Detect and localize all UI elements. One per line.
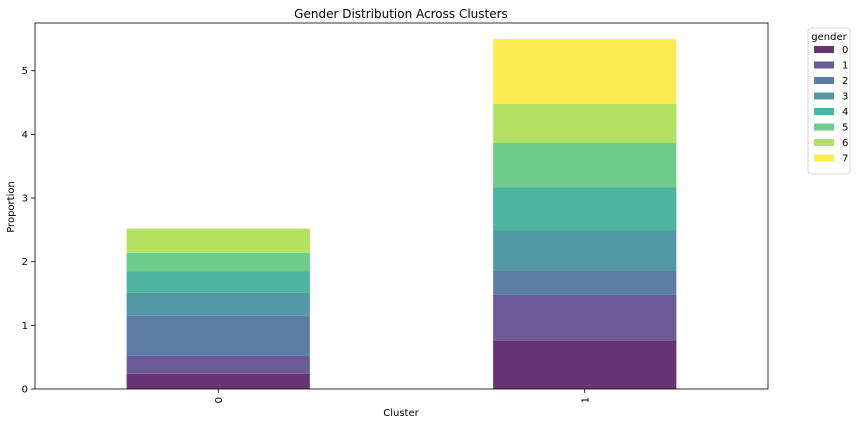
y-tick-label: 4 — [22, 130, 28, 141]
legend-label-3: 3 — [842, 92, 848, 103]
bars-layer — [126, 38, 677, 389]
legend-label-4: 4 — [842, 107, 848, 118]
x-tick-label: 1 — [580, 397, 591, 403]
bar-segment-cluster-0-gender-4 — [126, 271, 310, 293]
bar-segment-cluster-0-gender-3 — [126, 292, 310, 316]
y-axis-label: Proportion — [6, 181, 17, 233]
bar-segment-cluster-1-gender-5 — [493, 142, 677, 188]
bar-segment-cluster-1-gender-3 — [493, 230, 677, 271]
legend-label-5: 5 — [842, 123, 848, 134]
legend-label-0: 0 — [842, 45, 848, 56]
legend-swatch-6 — [814, 139, 834, 146]
legend-title: gender — [811, 32, 847, 43]
legend-swatch-2 — [814, 77, 834, 84]
y-tick-label: 1 — [22, 321, 28, 332]
bar-segment-cluster-1-gender-7 — [493, 38, 677, 104]
legend-swatch-4 — [814, 108, 834, 115]
legend-label-1: 1 — [842, 61, 848, 72]
bar-segment-cluster-0-gender-5 — [126, 252, 310, 272]
bar-segment-cluster-1-gender-4 — [493, 187, 677, 231]
axes-layer: 0 1 2 3 4 5 0 1 — [22, 22, 769, 403]
legend-label-6: 6 — [842, 138, 848, 149]
bar-segment-cluster-1-gender-1 — [493, 294, 677, 341]
y-tick-label: 5 — [22, 66, 28, 77]
legend-swatch-5 — [814, 123, 834, 131]
bar-segment-cluster-1-gender-0 — [493, 340, 677, 389]
legend-label-2: 2 — [842, 76, 848, 87]
legend-label-7: 7 — [842, 154, 848, 165]
plot-frame — [34, 22, 769, 390]
legend-swatch-3 — [814, 92, 834, 100]
x-tick-label: 0 — [214, 397, 225, 403]
legend: gender 0 1 2 3 4 5 6 7 — [807, 27, 851, 175]
x-axis-label: Cluster — [383, 408, 419, 419]
chart-title: Gender Distribution Across Clusters — [294, 7, 508, 21]
bar-segment-cluster-0-gender-1 — [126, 355, 310, 374]
y-tick-label: 2 — [22, 257, 28, 268]
bar-segment-cluster-0-gender-6 — [126, 228, 310, 253]
y-tick-label: 0 — [22, 385, 28, 396]
legend-swatch-7 — [814, 154, 834, 162]
bar-segment-cluster-1-gender-2 — [493, 270, 677, 295]
bar-segment-cluster-0-gender-0 — [126, 373, 310, 389]
legend-swatch-0 — [814, 46, 834, 53]
y-tick-label: 3 — [22, 194, 28, 205]
bar-segment-cluster-0-gender-2 — [126, 315, 310, 356]
bar-segment-cluster-1-gender-6 — [493, 103, 677, 143]
legend-swatch-1 — [814, 61, 834, 69]
